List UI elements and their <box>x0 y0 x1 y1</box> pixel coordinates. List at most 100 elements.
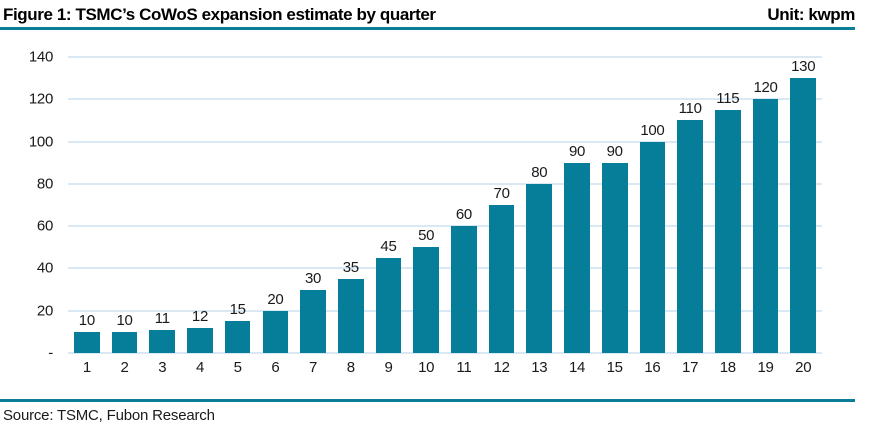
bar <box>224 321 251 353</box>
bar-value-label: 11 <box>154 309 170 327</box>
title-rule <box>0 27 855 30</box>
bar-slot: 115 <box>709 57 747 353</box>
bar-slot: 80 <box>520 57 558 353</box>
bar-slot: 50 <box>407 57 445 353</box>
y-tick-label: 80 <box>36 175 53 193</box>
y-tick-label: 40 <box>36 259 53 277</box>
bar-value-label: 115 <box>716 89 740 107</box>
bar-value-label: 45 <box>380 237 397 255</box>
x-tick-label: 16 <box>644 359 661 376</box>
x-tick-label: 9 <box>384 359 393 376</box>
bar-slot: 130 <box>784 57 822 353</box>
x-tick-label: 7 <box>309 359 318 376</box>
x-tick-label: 6 <box>271 359 280 376</box>
bar-group: 10 10 11 12 15 20 30 35 45 50 60 70 80 90 90 100 110 115 1… <box>68 57 822 353</box>
bar <box>111 331 138 353</box>
x-tick-label: 14 <box>568 359 586 376</box>
bar-slot: 110 <box>671 57 709 353</box>
bar <box>714 109 741 353</box>
bar <box>790 78 817 353</box>
bar-value-label: 80 <box>531 163 548 181</box>
bar <box>677 120 703 353</box>
bar <box>413 247 439 353</box>
bar-slot: 10 <box>68 57 106 353</box>
x-tick-label: 12 <box>493 359 510 376</box>
x-tick-label: 3 <box>158 359 167 376</box>
bar-value-label: 90 <box>568 142 586 160</box>
x-tick-label: 4 <box>195 359 204 376</box>
x-tick-label: 18 <box>719 359 736 376</box>
bar-value-label: 120 <box>753 79 778 97</box>
x-tick-label: 1 <box>82 359 91 376</box>
gridline <box>68 182 822 185</box>
bar <box>639 141 666 353</box>
gridline <box>68 56 822 58</box>
bar-slot: 90 <box>558 57 596 353</box>
y-axis: - 20 40 60 80 100 120 140 <box>0 50 53 361</box>
bar-slot: 90 <box>596 57 634 353</box>
bar <box>74 331 100 353</box>
bar-value-label: 12 <box>191 307 208 325</box>
y-tick-label: 120 <box>28 90 53 108</box>
x-tick-label: 5 <box>233 359 242 376</box>
plot-area: 10 10 11 12 15 20 30 35 45 50 60 70 80 90 90 100 110 115 1… <box>68 56 822 354</box>
bar <box>752 99 779 353</box>
bar-slot: 12 <box>181 57 219 353</box>
gridline <box>68 140 822 143</box>
bar <box>300 289 326 353</box>
x-tick-label: 15 <box>606 359 623 376</box>
bar-value-label: 20 <box>267 290 284 308</box>
bar-value-label: 90 <box>606 142 623 160</box>
gridline <box>68 225 822 228</box>
bar-slot: 60 <box>445 57 483 353</box>
bar <box>375 257 402 353</box>
bar <box>601 162 628 353</box>
unit-label: Unit: kwpm <box>767 5 855 24</box>
gridline <box>68 309 822 312</box>
y-tick-label: 140 <box>28 48 53 66</box>
bar-value-label: 60 <box>455 206 472 224</box>
x-tick-label: 11 <box>456 359 472 376</box>
x-tick-label: 2 <box>120 359 129 376</box>
bar-value-label: 35 <box>342 259 359 276</box>
x-tick-label: 19 <box>757 359 774 376</box>
y-tick-label: 100 <box>28 133 53 151</box>
bottom-rule <box>0 399 855 402</box>
bar-value-label: 130 <box>791 58 816 76</box>
bar <box>149 329 176 353</box>
bar-slot: 30 <box>294 57 332 353</box>
x-tick-label: 8 <box>346 359 355 376</box>
bar-value-label: 10 <box>78 311 95 329</box>
bar-value-label: 30 <box>305 269 322 287</box>
bar-value-label: 70 <box>493 185 510 202</box>
source-text: Source: TSMC, Fubon Research <box>3 407 215 424</box>
gridline <box>68 267 822 270</box>
gridline <box>68 352 822 354</box>
bar-slot: 70 <box>483 57 521 353</box>
y-tick-label: 60 <box>36 217 53 235</box>
bar-slot: 35 <box>332 57 370 353</box>
bar-slot: 11 <box>143 57 181 353</box>
bar <box>564 162 590 353</box>
bar <box>526 183 553 353</box>
figure-title: Figure 1: TSMC’s CoWoS expansion estimat… <box>3 5 436 24</box>
bar-slot: 45 <box>370 57 408 353</box>
bar-value-label: 100 <box>640 121 665 139</box>
x-tick-label: 17 <box>682 359 699 376</box>
y-tick-label: - <box>48 344 53 362</box>
bar <box>451 226 477 353</box>
bar-slot: 100 <box>634 57 672 353</box>
x-tick-label: 20 <box>795 359 812 376</box>
bar-slot: 10 <box>106 57 144 353</box>
bar <box>488 205 515 353</box>
bar-value-label: 15 <box>229 301 246 319</box>
bar-slot: 20 <box>257 57 295 353</box>
bar <box>187 327 213 353</box>
x-tick-label: 10 <box>418 359 435 376</box>
bar-value-label: 10 <box>116 311 133 329</box>
bar <box>262 310 289 353</box>
bar-value-label: 110 <box>678 100 702 118</box>
gridline <box>68 98 822 101</box>
x-tick-label: 13 <box>531 359 548 376</box>
